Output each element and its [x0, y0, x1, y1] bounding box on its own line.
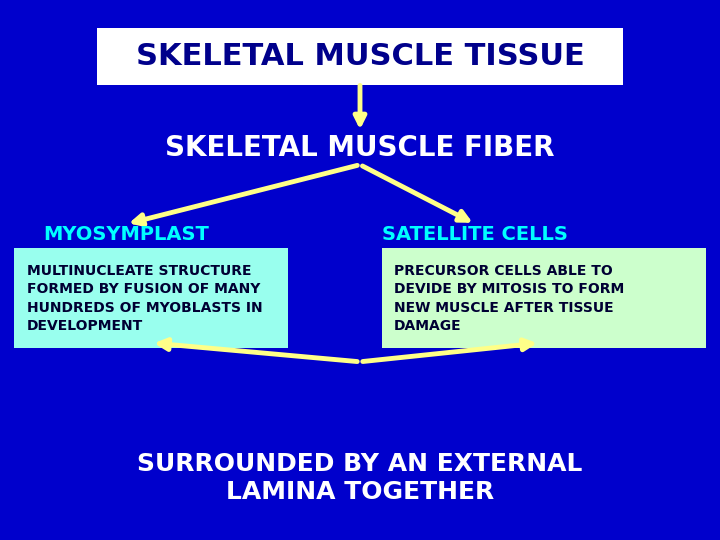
Text: SURROUNDED BY AN EXTERNAL
LAMINA TOGETHER: SURROUNDED BY AN EXTERNAL LAMINA TOGETHE… — [138, 452, 582, 504]
FancyBboxPatch shape — [14, 248, 288, 348]
Text: MYOSYMPLAST: MYOSYMPLAST — [43, 225, 209, 245]
FancyBboxPatch shape — [97, 28, 623, 85]
Text: SATELLITE CELLS: SATELLITE CELLS — [382, 225, 568, 245]
FancyBboxPatch shape — [382, 248, 706, 348]
Text: MULTINUCLEATE STRUCTURE
FORMED BY FUSION OF MANY
HUNDREDS OF MYOBLASTS IN
DEVELO: MULTINUCLEATE STRUCTURE FORMED BY FUSION… — [27, 264, 262, 333]
Text: SKELETAL MUSCLE TISSUE: SKELETAL MUSCLE TISSUE — [135, 42, 585, 71]
Text: SKELETAL MUSCLE FIBER: SKELETAL MUSCLE FIBER — [166, 134, 554, 163]
Text: PRECURSOR CELLS ABLE TO
DEVIDE BY MITOSIS TO FORM
NEW MUSCLE AFTER TISSUE
DAMAGE: PRECURSOR CELLS ABLE TO DEVIDE BY MITOSI… — [394, 264, 624, 333]
